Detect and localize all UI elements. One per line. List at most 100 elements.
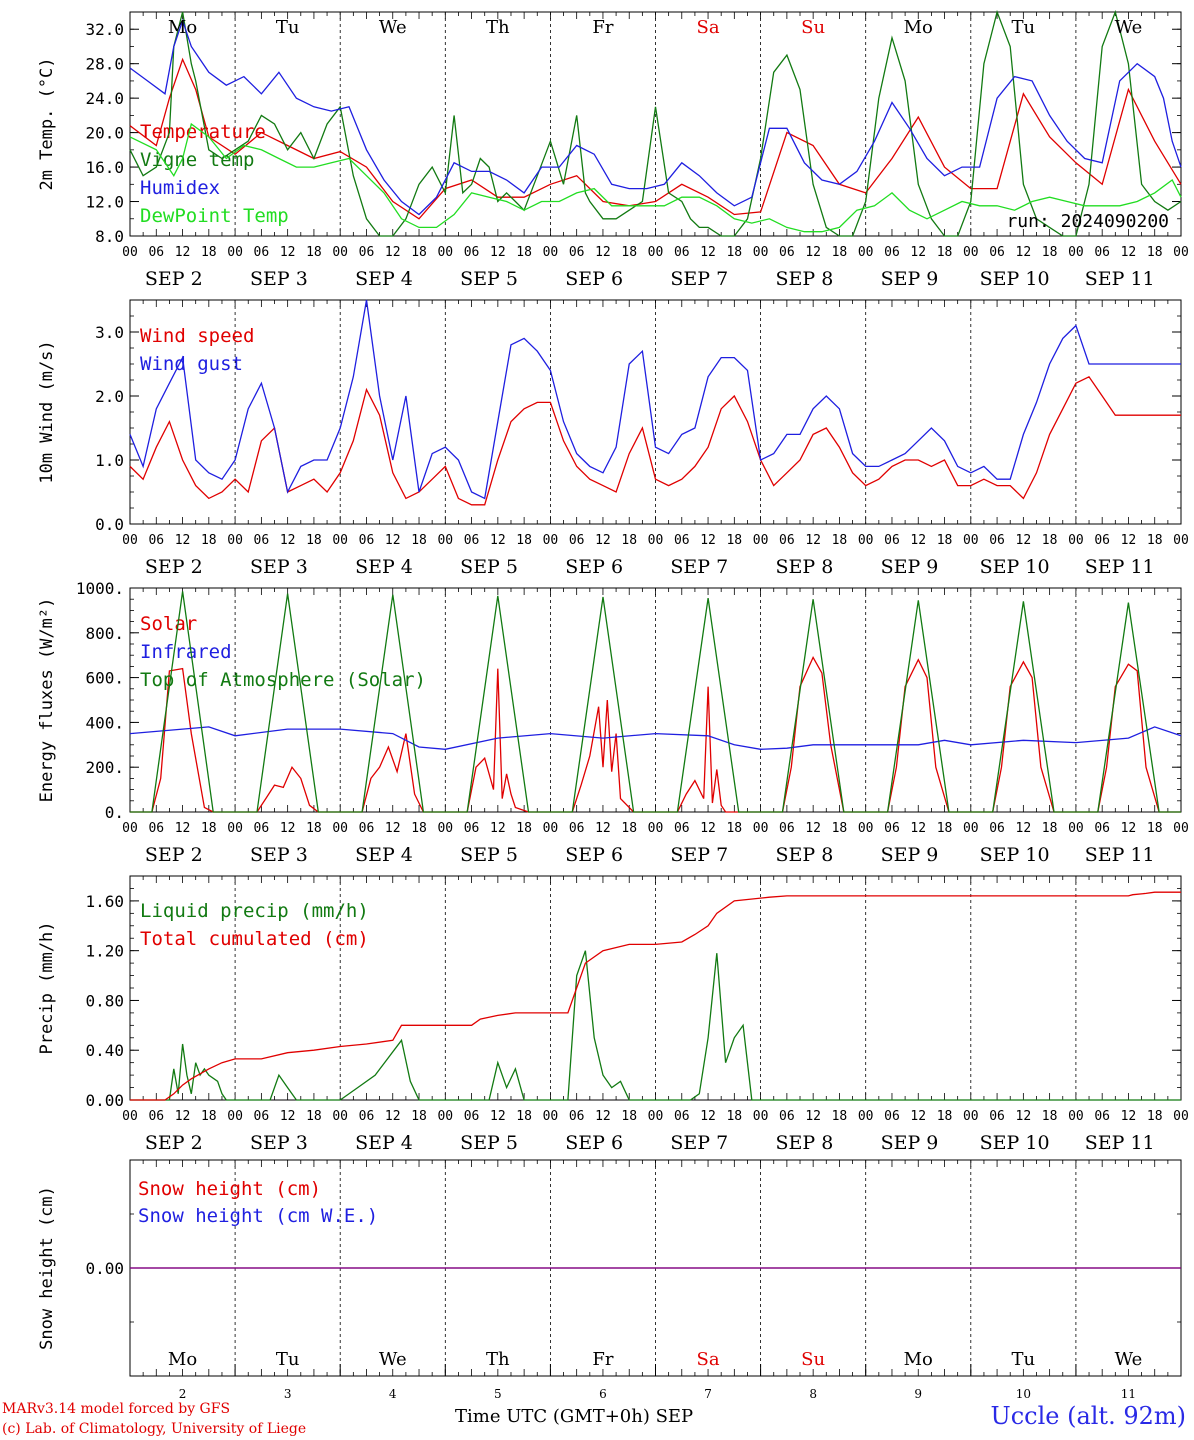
hour-label: 12 [700,245,716,260]
weekday-label: Tu [1012,1349,1036,1370]
legend-entry: Snow height (cm W.E.) [138,1205,378,1227]
hour-label: 06 [464,821,480,836]
hour-label: 12 [595,245,611,260]
hour-label: 00 [122,533,138,548]
hour-label: 18 [832,245,848,260]
weekday-label: Tu [1012,17,1036,38]
hour-label: 00 [648,821,664,836]
hour-label: 12 [595,533,611,548]
hour-label: 00 [1173,245,1189,260]
hour-label: 06 [989,821,1005,836]
date-label: SEP 8 [775,844,833,866]
hour-label: 00 [753,245,769,260]
hour-label: 18 [306,1109,322,1124]
hour-label: 12 [1121,245,1137,260]
hour-label: 06 [989,245,1005,260]
hour-label: 18 [411,245,427,260]
date-label: SEP 6 [565,556,623,578]
hour-label: 00 [437,1109,453,1124]
date-label: SEP 2 [145,556,203,578]
hour-label: 18 [1042,245,1058,260]
hour-label: 00 [1068,821,1084,836]
hour-label: 06 [1094,1109,1110,1124]
y-tick-label: 32.0 [85,20,124,39]
hour-label: 00 [122,821,138,836]
y-tick-label: 1000. [76,579,124,598]
hour-label: 06 [464,1109,480,1124]
series-line-wind-speed [129,375,1181,506]
date-label: SEP 2 [145,1132,203,1154]
date-label: SEP 3 [250,1132,308,1154]
date-label: SEP 5 [460,268,518,290]
y-tick-label: 0. [105,803,124,822]
date-label: SEP 10 [980,268,1050,290]
legend-entry: Snow height (cm) [138,1178,321,1200]
hour-label: 06 [254,1109,270,1124]
hour-label: 18 [937,821,953,836]
hour-label: 00 [437,533,453,548]
hour-label: 12 [280,533,296,548]
hour-label: 00 [227,821,243,836]
series-line-total-cumulated-cm- [130,891,1181,1101]
y-tick-label: 0.40 [85,1041,124,1060]
hour-label: 18 [516,533,532,548]
date-label: SEP 3 [250,268,308,290]
hour-label: 12 [910,821,926,836]
hour-label: 00 [122,245,138,260]
y-axis-label: Precip (mm/h) [37,921,57,1054]
y-tick-label: 2.0 [95,387,124,406]
series-line-infrared [129,726,1182,750]
y-tick-label: 400. [85,713,124,732]
series-line-dewpoint-temp [129,122,1182,233]
day-number-label: 4 [389,1387,397,1401]
legend-entry: Solar [140,613,197,635]
hour-label: 00 [1173,1109,1189,1124]
hour-label: 06 [674,245,690,260]
hour-label: 18 [1042,1109,1058,1124]
hour-label: 06 [569,533,585,548]
legend-entry: Wind gust [140,353,243,375]
weekday-label: Mo [904,17,933,38]
date-label: SEP 9 [881,1132,939,1154]
hour-label: 06 [359,1109,375,1124]
hour-label: 18 [1147,821,1163,836]
hour-label: 00 [1173,821,1189,836]
hour-label: 06 [569,1109,585,1124]
hour-label: 00 [332,821,348,836]
hour-label: 12 [595,821,611,836]
hour-label: 06 [1094,533,1110,548]
hour-label: 00 [1068,1109,1084,1124]
date-label: SEP 3 [250,844,308,866]
hour-label: 00 [753,821,769,836]
date-label: SEP 7 [670,1132,728,1154]
day-number-label: 3 [284,1387,292,1401]
legend-entry: Infrared [140,641,232,663]
hour-label: 00 [963,245,979,260]
hour-label: 12 [280,245,296,260]
date-label: SEP 4 [355,268,413,290]
hour-label: 18 [937,1109,953,1124]
date-label: SEP 3 [250,556,308,578]
hour-label: 00 [858,821,874,836]
hour-label: 12 [595,1109,611,1124]
date-label: SEP 6 [565,844,623,866]
hour-label: 18 [201,245,217,260]
date-label: SEP 8 [775,556,833,578]
y-tick-label: 0.00 [85,1259,124,1278]
hour-label: 18 [621,821,637,836]
hour-label: 12 [1121,821,1137,836]
y-axis-label: 10m Wind (m/s) [37,340,57,483]
hour-label: 00 [648,1109,664,1124]
weekday-label: We [1115,17,1143,38]
hour-label: 00 [437,821,453,836]
hour-label: 12 [490,821,506,836]
day-number-label: 11 [1121,1387,1136,1401]
hour-label: 00 [963,533,979,548]
hour-label: 18 [937,533,953,548]
hour-label: 00 [543,821,559,836]
hour-label: 06 [884,821,900,836]
y-tick-label: 20.0 [85,124,124,143]
hour-label: 12 [175,533,191,548]
hour-label: 12 [910,245,926,260]
